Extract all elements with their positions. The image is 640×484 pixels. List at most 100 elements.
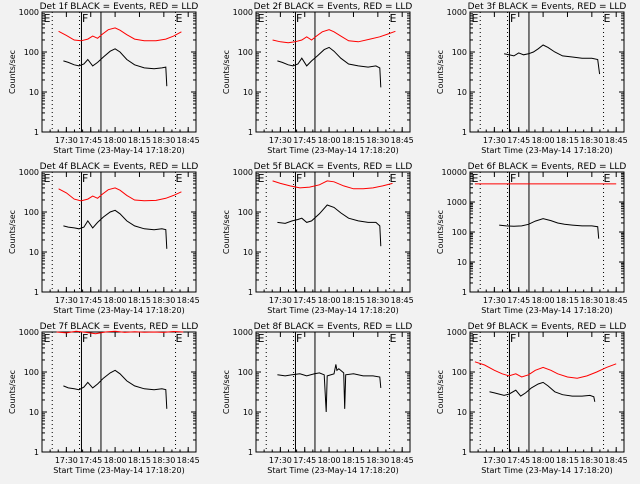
y-tick-label: 1: [462, 128, 467, 137]
x-axis-label: Start Time (23-May-14 17:18:20): [481, 146, 612, 155]
y-tick-label: 100: [24, 368, 39, 377]
y-axis-label: Counts/sec: [8, 370, 17, 414]
y-tick-label: 1: [248, 448, 253, 457]
x-tick-label: 18:15: [128, 136, 151, 145]
x-tick-label: 18:30: [580, 136, 603, 145]
y-tick-label: 1: [462, 288, 467, 297]
x-tick-label: 18:45: [605, 456, 628, 465]
x-tick-label: 18:15: [342, 456, 365, 465]
panel-title: Det 7f BLACK = Events, RED = LLD: [40, 322, 199, 332]
plot-frame: [41, 171, 197, 293]
x-tick-label: 18:30: [366, 136, 389, 145]
y-tick-label: 1: [34, 128, 39, 137]
panel-1: Det 1f BLACK = Events, RED = LLD 1 10 100 10…: [8, 2, 200, 155]
x-tick-label: 17:30: [483, 456, 506, 465]
y-tick-label: 1000: [233, 328, 253, 337]
plot-frame: [255, 331, 411, 453]
x-axis-label: Start Time (23-May-14 17:18:20): [53, 146, 184, 155]
x-tick-label: 18:00: [318, 456, 341, 465]
x-tick-label: 18:15: [556, 296, 579, 305]
panel-6: Det 6f BLACK = Events, RED = LLD 1 10 100 10…: [436, 162, 628, 315]
series-line-black: [63, 369, 168, 409]
plot-frame: [469, 171, 625, 293]
x-tick-label: 17:30: [55, 456, 78, 465]
plot-frame: [41, 331, 197, 453]
y-tick-label: 10000: [442, 168, 467, 177]
y-tick-label: 100: [24, 208, 39, 217]
x-tick-label: 18:45: [177, 136, 200, 145]
panel-5: Det 5f BLACK = Events, RED = LLD 1 10 100 10…: [222, 162, 414, 315]
series-line-red: [56, 330, 184, 335]
flag-label: F: [296, 172, 302, 185]
x-tick-label: 18:30: [366, 456, 389, 465]
x-tick-label: 17:30: [55, 296, 78, 305]
series-line-red: [272, 180, 393, 190]
flag-label: E: [257, 12, 264, 25]
x-tick-label: 18:00: [532, 456, 555, 465]
y-axis-label: Counts/sec: [222, 370, 231, 414]
y-axis-label: Counts/sec: [436, 50, 445, 94]
x-axis-label: Start Time (23-May-14 17:18:20): [481, 306, 612, 315]
x-tick-label: 17:30: [483, 296, 506, 305]
flag-label: F: [82, 12, 88, 25]
panel-3: Det 3f BLACK = Events, RED = LLD 1 10 100 10…: [436, 2, 628, 155]
y-tick-label: 100: [238, 208, 253, 217]
panel-title: Det 3f BLACK = Events, RED = LLD: [468, 2, 627, 12]
y-tick-label: 10: [29, 88, 39, 97]
y-tick-label: 1: [248, 128, 253, 137]
plot-frame: [469, 11, 625, 133]
y-axis-label: Counts/sec: [8, 50, 17, 94]
series-line-black: [489, 381, 596, 402]
panel-4: Det 4f BLACK = Events, RED = LLD 1 10 100 10…: [8, 162, 200, 315]
y-tick-label: 100: [452, 48, 467, 57]
x-tick-label: 18:00: [104, 456, 127, 465]
flag-label: E: [604, 12, 611, 25]
y-tick-label: 1: [34, 448, 39, 457]
flag-label: E: [43, 172, 50, 185]
x-tick-label: 18:45: [391, 296, 414, 305]
x-axis-label: Start Time (23-May-14 17:18:20): [53, 466, 184, 475]
flag-label: E: [604, 172, 611, 185]
x-tick-label: 18:00: [532, 296, 555, 305]
flag-label: E: [176, 332, 183, 345]
flag-label: F: [510, 332, 516, 345]
panel-2: Det 2f BLACK = Events, RED = LLD 1 10 100 10…: [222, 2, 414, 155]
y-axis-label: Counts/sec: [222, 210, 231, 254]
flag-label: F: [82, 172, 88, 185]
y-tick-label: 100: [238, 48, 253, 57]
panel-7: Det 7f BLACK = Events, RED = LLD 1 10 100 10…: [8, 322, 200, 475]
y-tick-label: 100: [452, 228, 467, 237]
y-axis-label: Counts/sec: [436, 210, 445, 254]
x-tick-label: 17:45: [507, 296, 530, 305]
y-tick-label: 10: [457, 88, 467, 97]
flag-label: E: [43, 332, 50, 345]
y-tick-label: 1000: [19, 8, 39, 17]
x-tick-label: 18:45: [391, 136, 414, 145]
flag-label: E: [390, 12, 397, 25]
x-tick-label: 18:00: [318, 136, 341, 145]
flag-label: E: [390, 332, 397, 345]
y-tick-label: 1: [462, 448, 467, 457]
x-tick-label: 18:30: [152, 136, 175, 145]
x-axis-label: Start Time (23-May-14 17:18:20): [481, 466, 612, 475]
series-line-red: [474, 361, 617, 379]
y-tick-label: 10: [457, 258, 467, 267]
panel-title: Det 1f BLACK = Events, RED = LLD: [40, 2, 199, 12]
x-tick-label: 18:45: [605, 136, 628, 145]
y-tick-label: 10: [243, 88, 253, 97]
panel-8: Det 8f BLACK = Events, RED = LLD 1 10 100 10…: [222, 322, 414, 475]
y-tick-label: 100: [238, 368, 253, 377]
x-tick-label: 18:30: [152, 456, 175, 465]
x-tick-label: 18:00: [104, 296, 127, 305]
x-axis-label: Start Time (23-May-14 17:18:20): [53, 306, 184, 315]
x-tick-label: 18:00: [532, 136, 555, 145]
x-tick-label: 17:45: [293, 136, 316, 145]
x-tick-label: 17:45: [293, 456, 316, 465]
x-tick-label: 17:30: [269, 296, 292, 305]
flag-label: E: [176, 172, 183, 185]
y-tick-label: 10: [457, 408, 467, 417]
x-axis-label: Start Time (23-May-14 17:18:20): [267, 466, 398, 475]
plot-frame: [255, 171, 411, 293]
x-tick-label: 18:15: [128, 296, 151, 305]
